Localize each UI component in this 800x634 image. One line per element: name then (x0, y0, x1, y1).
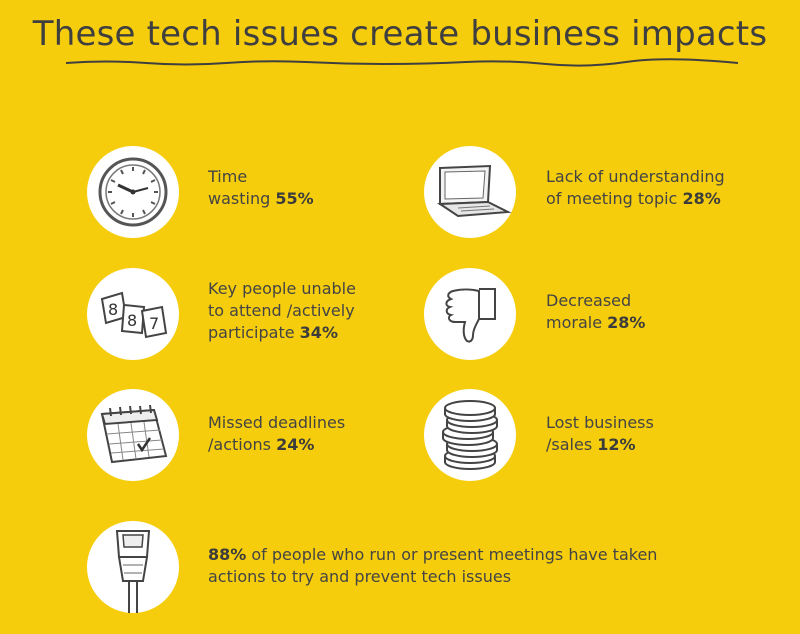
impact-text: /actions (208, 435, 271, 454)
svg-text:8: 8 (108, 300, 118, 319)
page-title: These tech issues create business impact… (32, 14, 768, 54)
footer-text: actions to try and prevent tech issues (208, 567, 512, 586)
impact-label: Time wasting 55% (208, 166, 314, 210)
calendar-pages-icon: 8 8 7 (100, 291, 168, 339)
laptop-icon (436, 164, 512, 218)
impact-label: Missed deadlines /actions 24% (208, 412, 345, 456)
impact-label: Lost business /sales 12% (546, 412, 654, 456)
svg-text:7: 7 (149, 314, 159, 333)
footer-text: of people who run or present meetings ha… (251, 545, 658, 564)
impact-label: Lack of understanding of meeting topic 2… (546, 166, 725, 210)
impact-text: /sales (546, 435, 593, 454)
impact-value: 28% (607, 313, 646, 332)
impact-text: Missed deadlines (208, 413, 346, 432)
footer-label: 88% of people who run or present meeting… (208, 544, 657, 588)
impact-value: 12% (597, 435, 636, 454)
impact-text: Lack of understanding (546, 167, 725, 186)
title-underline (66, 58, 738, 67)
impact-text: of meeting topic (546, 189, 678, 208)
clock-icon (98, 157, 168, 227)
coins-icon-circle (424, 389, 516, 481)
impact-text: wasting (208, 189, 271, 208)
coins-icon (442, 400, 498, 470)
impact-text: to attend /actively (208, 301, 355, 320)
impact-text: Key people unable (208, 279, 356, 298)
svg-text:8: 8 (127, 311, 137, 330)
impact-value: 34% (299, 323, 338, 342)
footer-value: 88% (208, 545, 247, 564)
calendar-icon-circle (87, 389, 179, 481)
plug-icon-circle (87, 521, 179, 613)
impact-value: 28% (682, 189, 721, 208)
calendar-pages-icon-circle: 8 8 7 (87, 268, 179, 360)
impact-text: Lost business (546, 413, 654, 432)
impact-text: participate (208, 323, 295, 342)
calendar-icon (100, 404, 168, 464)
laptop-icon-circle (424, 146, 516, 238)
impact-label: Key people unable to attend /actively pa… (208, 278, 356, 344)
clock-icon-circle (87, 146, 179, 238)
impact-value: 24% (276, 435, 315, 454)
thumbs-down-icon (445, 288, 496, 343)
impact-text: morale (546, 313, 603, 332)
impact-value: 55% (275, 189, 314, 208)
impact-label: Decreased morale 28% (546, 290, 645, 334)
plug-icon (115, 530, 151, 613)
impact-text: Time (208, 167, 248, 186)
thumbs-down-icon-circle (424, 268, 516, 360)
impact-text: Decreased (546, 291, 632, 310)
